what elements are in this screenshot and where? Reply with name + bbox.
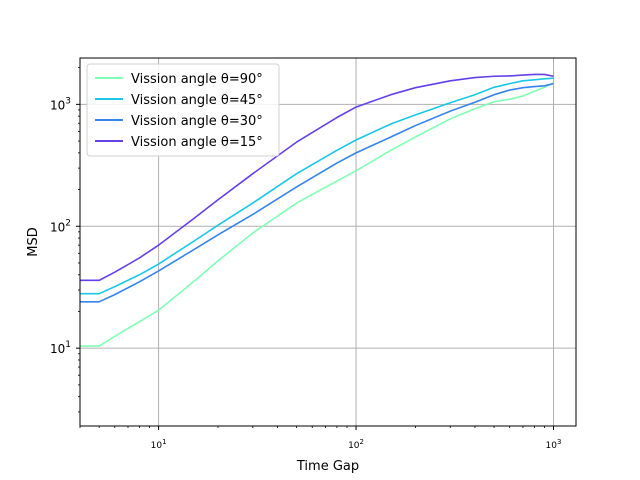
legend-label: Vission angle θ=45°: [131, 93, 263, 108]
y-tick-label-base: 10: [50, 342, 65, 356]
y-tick-label: 103: [50, 96, 71, 112]
y-tick-label-exponent: 1: [65, 340, 71, 350]
y-axis-label: MSD: [26, 227, 41, 256]
x-axis-label: Time Gap: [296, 459, 359, 474]
y-tick-label-base: 10: [50, 98, 65, 112]
legend-box: [86, 63, 280, 157]
x-tick-label: 103: [546, 438, 562, 451]
plot-area-frame: [79, 57, 577, 427]
legend-label: Vission angle θ=15°: [131, 135, 263, 150]
y-tick-label-base: 10: [50, 220, 65, 234]
y-tick-label: 102: [50, 218, 71, 234]
y-tick-label-exponent: 3: [65, 96, 71, 106]
x-tick-label-exponent: 1: [162, 438, 166, 446]
x-tick-label-base: 10: [348, 441, 360, 451]
legend-label: Vission angle θ=90°: [131, 72, 263, 87]
y-tick-label: 101: [50, 340, 71, 356]
x-tick-label-exponent: 3: [557, 438, 561, 446]
series-line-1: [80, 82, 554, 347]
legend-label: Vission angle θ=30°: [131, 114, 263, 129]
x-tick-label-base: 10: [546, 441, 558, 451]
legend: Vission angle θ=90° Vission angle θ=45° Vi…: [86, 63, 280, 157]
y-tick-label-exponent: 2: [65, 218, 71, 228]
x-tick-label: 102: [348, 438, 364, 451]
series-line-4: [80, 73, 554, 282]
series-line-2: [80, 77, 554, 295]
series-lines: [80, 73, 554, 347]
x-tick-label-exponent: 2: [360, 438, 364, 446]
series-line-3: [80, 82, 554, 303]
x-tick-label: 101: [151, 438, 167, 451]
x-tick-label-base: 10: [151, 441, 163, 451]
